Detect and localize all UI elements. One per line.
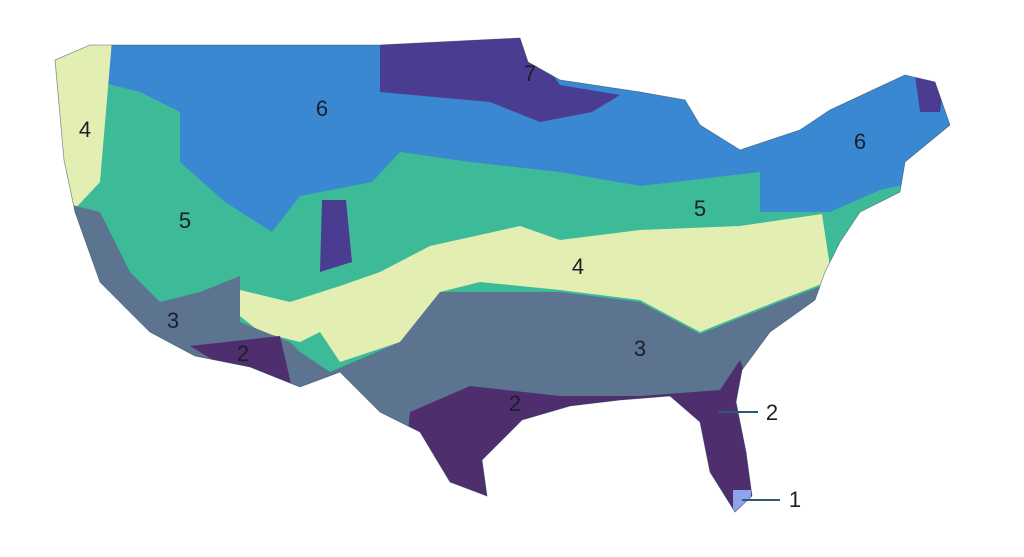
zone-label: 2 <box>766 400 778 425</box>
zone-label: 7 <box>524 61 536 86</box>
zone-label: 4 <box>572 254 584 279</box>
zone-label: 4 <box>79 117 91 142</box>
zone-label: 2 <box>237 341 249 366</box>
zone-label: 6 <box>854 129 866 154</box>
zone-label: 3 <box>634 336 646 361</box>
zone-label: 2 <box>509 391 521 416</box>
zone-7-area <box>320 200 352 272</box>
zone-7-area <box>380 38 620 122</box>
zone-label: 1 <box>789 487 801 512</box>
zone-label: 6 <box>316 96 328 121</box>
zone-4-area <box>55 40 112 212</box>
zone-label: 3 <box>167 308 179 333</box>
zone-label: 5 <box>179 208 191 233</box>
zone-label: 5 <box>694 196 706 221</box>
zone-4-area <box>235 214 832 362</box>
country-outline <box>54 37 951 513</box>
